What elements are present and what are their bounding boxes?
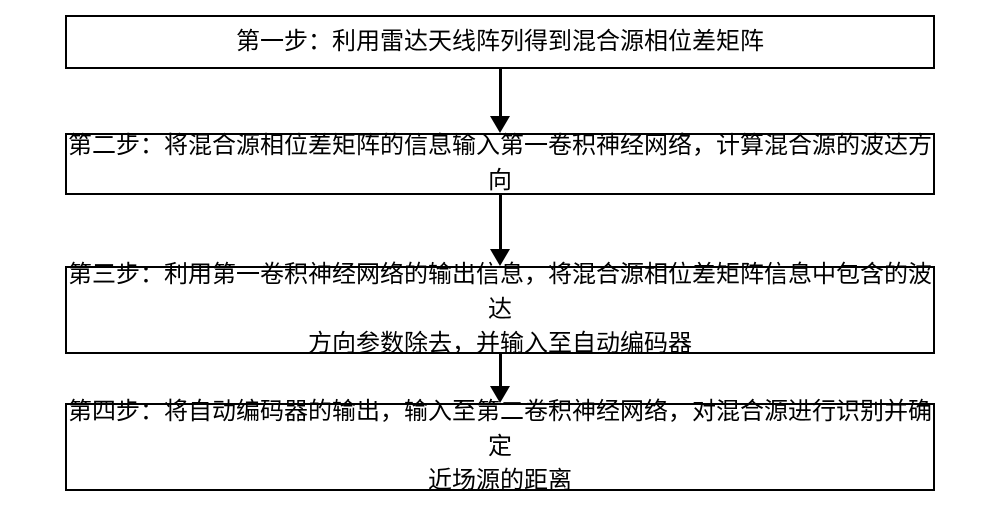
step-3-box: 第三步：利用第一卷积神经网络的输出信息，将混合源相位差矩阵信息中包含的波达 方向… (65, 266, 935, 354)
arrow-3-line (499, 354, 502, 386)
step-3-text: 第三步：利用第一卷积神经网络的输出信息，将混合源相位差矩阵信息中包含的波达 方向… (67, 258, 933, 362)
step-4-line2: 近场源的距离 (67, 464, 933, 499)
step-2-box: 第二步：将混合源相位差矩阵的信息输入第一卷积神经网络，计算混合源的波达方向 (65, 133, 935, 195)
arrow-2-line (499, 195, 502, 249)
arrow-1-line (499, 69, 502, 116)
arrow-2 (490, 195, 510, 266)
step-4-box: 第四步：将自动编码器的输出，输入至第二卷积神经网络，对混合源进行识别并确定 近场… (65, 403, 935, 491)
step-2-text: 第二步：将混合源相位差矩阵的信息输入第一卷积神经网络，计算混合源的波达方向 (67, 129, 933, 199)
flowchart-container: 第一步：利用雷达天线阵列得到混合源相位差矩阵 第二步：将混合源相位差矩阵的信息输… (0, 15, 1000, 491)
step-4-line1: 第四步：将自动编码器的输出，输入至第二卷积神经网络，对混合源进行识别并确定 (67, 395, 933, 465)
arrow-1 (490, 69, 510, 133)
step-3-line1: 第三步：利用第一卷积神经网络的输出信息，将混合源相位差矩阵信息中包含的波达 (67, 258, 933, 328)
step-1-text: 第一步：利用雷达天线阵列得到混合源相位差矩阵 (236, 25, 764, 60)
step-4-text: 第四步：将自动编码器的输出，输入至第二卷积神经网络，对混合源进行识别并确定 近场… (67, 395, 933, 499)
step-1-box: 第一步：利用雷达天线阵列得到混合源相位差矩阵 (65, 15, 935, 69)
